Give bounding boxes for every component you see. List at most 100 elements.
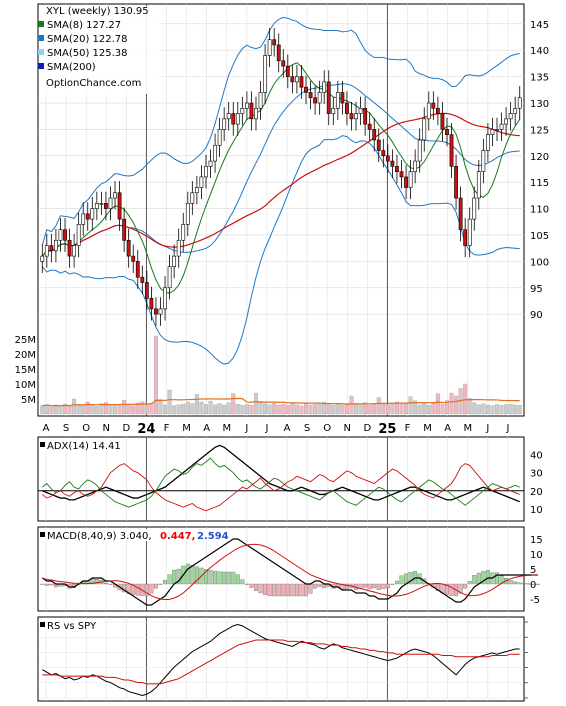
price-tick-label: 140 (530, 46, 549, 57)
bollinger-lower-band (41, 135, 520, 365)
candle-body (217, 129, 222, 146)
candle-body (358, 107, 363, 114)
macd-histogram-bar (217, 571, 222, 585)
rs-series-rsma (42, 639, 520, 685)
volume-bar (140, 401, 145, 415)
price-tick-label: 130 (530, 99, 549, 110)
x-tick-label: A (284, 423, 291, 434)
candle-body (258, 92, 263, 109)
x-tick-label: J (505, 423, 509, 434)
volume-bar (176, 404, 181, 415)
volume-bar (499, 405, 504, 415)
volume-bar (99, 403, 104, 415)
macd-histogram-bar (513, 581, 518, 585)
adx-plot (38, 444, 524, 512)
candle-body (249, 102, 254, 120)
volume-bar (276, 404, 281, 415)
macd-histogram-bar (235, 574, 240, 585)
volume-bar (490, 405, 495, 415)
candle-body (422, 118, 427, 141)
volume-bar (485, 404, 490, 415)
candle-body (499, 123, 504, 130)
x-tick-label: D (364, 423, 372, 434)
macd-histogram-bar (40, 583, 45, 585)
volume-bar (431, 403, 436, 415)
rs-series-rs (42, 624, 520, 696)
macd-histogram-bar (535, 583, 540, 585)
candle-body (449, 134, 454, 167)
volume-bar (454, 395, 459, 415)
volume-bar (163, 404, 168, 415)
macd-histogram-bar (317, 583, 322, 587)
volume-bar (413, 400, 418, 415)
candle-body (435, 107, 440, 114)
macd-histogram-bar (267, 583, 272, 596)
price-legend: XYL (weekly) 130.95 SMA(8) 127.27 SMA(20… (38, 6, 160, 94)
macd-histogram-bar (508, 580, 513, 585)
candle-body (276, 44, 281, 62)
macd-histogram-bar (231, 571, 236, 585)
macd-histogram-bar (258, 583, 263, 594)
candle-body (472, 197, 477, 220)
volume-bar (217, 403, 222, 415)
candle-body (213, 144, 217, 162)
candle-body (204, 166, 208, 178)
candle-body (513, 107, 518, 114)
volume-bar (222, 404, 227, 415)
candle-body (167, 266, 172, 289)
volume-bar (335, 403, 340, 415)
candle-body (117, 192, 122, 220)
candle-body (226, 113, 231, 120)
volume-bar (440, 403, 445, 415)
volume-bar (108, 405, 113, 415)
volume-tick-label: 5M (21, 395, 36, 406)
price-tick-label: 110 (530, 205, 549, 216)
candle-body (486, 134, 490, 151)
volume-bar (81, 405, 86, 415)
candle-body (408, 171, 413, 188)
volume-bar (354, 404, 358, 415)
macd-histogram-bar (294, 583, 299, 597)
macd-histogram-bar (158, 583, 163, 585)
macd-line (41, 538, 538, 606)
volume-bar (308, 404, 313, 415)
candle-body (390, 160, 395, 167)
volume-bar (467, 398, 472, 415)
volume-average-line (42, 397, 520, 407)
volume-bar (340, 404, 345, 415)
volume-bar (481, 403, 486, 415)
volume-bar (394, 401, 399, 415)
adx-tick-label: 40 (530, 451, 543, 462)
candle-body (463, 229, 468, 246)
adx-tick-label: 30 (530, 469, 543, 480)
x-tick-label: O (323, 423, 331, 434)
macd-histogram-bar (358, 583, 363, 589)
adx-series-di (41, 463, 520, 512)
candle-body (235, 113, 240, 125)
candle-body (313, 97, 317, 104)
macd-histogram-bar (522, 583, 527, 585)
candle-body (345, 102, 349, 114)
candle-body (140, 276, 145, 283)
macd-plot (40, 538, 540, 606)
candle-body (285, 65, 290, 77)
x-tick-label: A (43, 423, 50, 434)
macd-histogram-bar (372, 583, 377, 589)
candle-body (85, 213, 90, 220)
legend-sma20: SMA(20) 122.78 (47, 34, 128, 45)
x-tick-label: J (244, 423, 248, 434)
macd-histogram-bar (499, 575, 504, 585)
macd-hist-value: 2.594 (197, 531, 229, 542)
volume-bar (349, 395, 354, 415)
x-tick-label: F (164, 423, 170, 434)
macd-histogram-bar (153, 583, 158, 589)
candle-body (263, 55, 267, 93)
volume-bar (404, 403, 409, 415)
macd-histogram-bar (399, 575, 404, 585)
macd-tick-label: 15 (530, 535, 543, 546)
volume-bar (172, 405, 177, 415)
macd-histogram-bar (458, 583, 463, 594)
volume-bar (367, 404, 372, 415)
sma50-line (41, 112, 520, 257)
